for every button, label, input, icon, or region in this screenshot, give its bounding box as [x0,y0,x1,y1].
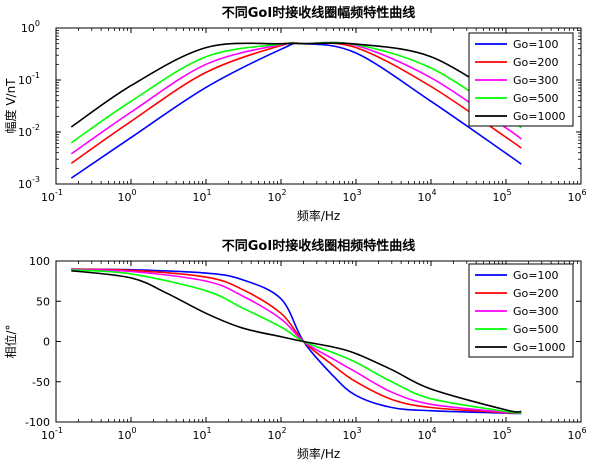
x-axis-label: 频率/Hz [297,446,340,461]
y-tick-label: 50 [36,295,50,308]
legend-label: Go=100 [513,269,558,282]
series-line-go-300 [71,268,522,415]
x-tick-label: 102 [267,188,286,204]
x-tick-label: 105 [492,426,511,442]
legend-label: Go=200 [513,56,558,69]
legend-label: Go=1000 [513,341,565,354]
chart-title: 不同GoI时接收线圈幅频特性曲线 [222,5,415,21]
x-tick-label: 103 [342,188,361,204]
x-tick-label: 104 [417,188,436,204]
legend-label: Go=500 [513,92,558,105]
y-tick-label: -50 [32,376,50,389]
legend-label: Go=100 [513,38,558,51]
x-tick-label: 101 [192,426,211,442]
phase-chart: 10-1 100 101 102 103 104 105 106 100 50 0 -50 -100 Go… [3,238,587,461]
y-tick-label: 100 [21,19,40,35]
series-line-go-500 [71,269,522,414]
x-tick-label: 104 [417,426,436,442]
x-tick-label: 105 [492,188,511,204]
series-group [71,268,522,415]
y-axis-label: 相位/° [3,324,18,358]
y-tick-label: 10-3 [18,175,40,191]
x-tick-label: 10-1 [41,426,63,442]
legend-label: Go=1000 [513,110,565,123]
series-line-go-100 [71,268,522,415]
legend: Go=100 Go=200 Go=300 Go=500 Go=1000 [468,32,574,127]
y-tick-label: 10-1 [18,71,40,87]
legend: Go=100 Go=200 Go=300 Go=500 Go=1000 [468,263,574,358]
y-axis-label: 幅度 V/nT [3,78,18,134]
series-line-go-1000 [71,269,522,413]
x-tick-label: 10-1 [41,188,63,204]
x-tick-label: 106 [567,426,586,442]
x-tick-label: 100 [117,188,136,204]
series-line-go-200 [71,268,522,415]
x-tick-label: 103 [342,426,361,442]
magnitude-chart: 10-1 100 101 102 103 104 105 106 10-3 10-2 10-1 100… [3,5,587,223]
x-axis-label: 频率/Hz [297,208,340,223]
legend-label: Go=300 [513,74,558,87]
y-tick-label: -100 [25,416,50,429]
x-tick-label: 106 [567,188,586,204]
x-tick-label: 101 [192,188,211,204]
legend-label: Go=500 [513,323,558,336]
y-tick-label: 100 [29,255,50,268]
chart-title: 不同GoI时接收线圈相频特性曲线 [222,238,415,254]
legend-label: Go=200 [513,287,558,300]
x-tick-label: 102 [267,426,286,442]
y-tick-label: 10-2 [18,123,40,139]
y-tick-label: 0 [43,336,50,349]
legend-box [468,32,574,127]
x-tick-label: 100 [117,426,136,442]
legend-label: Go=300 [513,305,558,318]
